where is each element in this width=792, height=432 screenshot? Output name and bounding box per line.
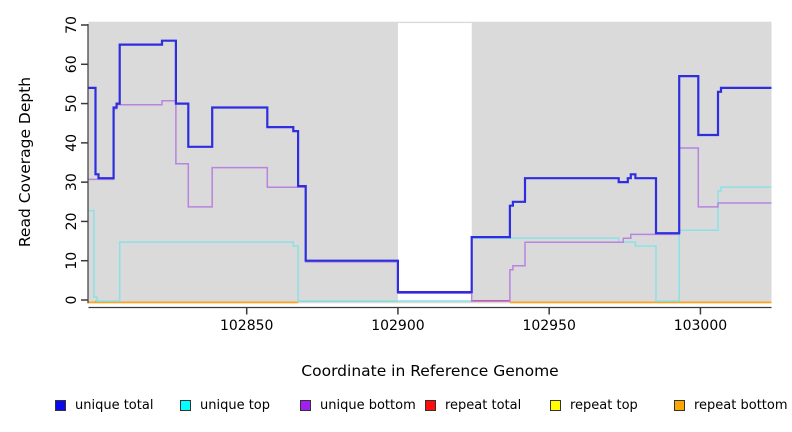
legend-label: repeat bottom [694, 398, 788, 413]
svg-text:103000: 103000 [674, 318, 727, 334]
y-axis-title: Read Coverage Depth [16, 77, 34, 247]
legend-item-unique-bottom: unique bottom [300, 398, 416, 413]
svg-text:60: 60 [64, 55, 80, 73]
repeat-bottom-swatch-icon [674, 400, 685, 411]
repeat-top-swatch-icon [550, 400, 561, 411]
legend-item-unique-top: unique top [180, 398, 270, 413]
legend-item-repeat-total: repeat total [425, 398, 521, 413]
legend: unique total unique top unique bottom re… [0, 398, 792, 418]
legend-label: repeat total [445, 398, 522, 413]
svg-text:30: 30 [64, 173, 80, 191]
legend-item-repeat-top: repeat top [550, 398, 638, 413]
unique-top-swatch-icon [180, 400, 191, 411]
svg-text:102950: 102950 [522, 318, 575, 334]
repeat-total-swatch-icon [425, 400, 436, 411]
legend-label: unique top [200, 398, 271, 413]
legend-label: repeat top [570, 398, 638, 413]
svg-text:70: 70 [64, 16, 80, 34]
legend-label: unique total [75, 398, 154, 413]
svg-text:0: 0 [64, 296, 80, 305]
legend-item-unique-total: unique total [55, 398, 153, 413]
svg-text:20: 20 [64, 213, 80, 231]
x-axis-title: Coordinate in Reference Genome [301, 362, 558, 380]
svg-text:102850: 102850 [220, 318, 273, 334]
svg-text:40: 40 [64, 134, 80, 152]
legend-label: unique bottom [320, 398, 416, 413]
legend-item-repeat-bottom: repeat bottom [674, 398, 788, 413]
chart-layer: 0 10 20 30 40 50 60 70 102850 102900 102950 103000 [64, 16, 772, 334]
svg-text:10: 10 [64, 252, 80, 270]
svg-text:50: 50 [64, 95, 80, 113]
unique-bottom-swatch-icon [300, 400, 311, 411]
svg-text:102900: 102900 [371, 318, 424, 334]
unique-total-swatch-icon [55, 400, 66, 411]
